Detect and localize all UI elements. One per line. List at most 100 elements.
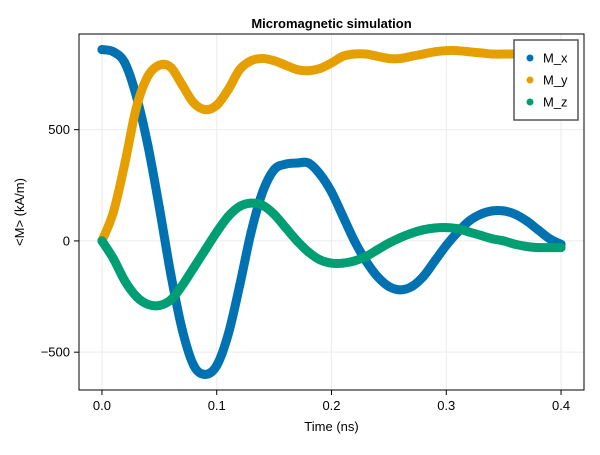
data-point-mx bbox=[166, 269, 176, 279]
data-point-mz bbox=[476, 230, 486, 240]
data-point-my bbox=[384, 53, 394, 63]
data-point-my bbox=[154, 60, 164, 70]
data-point-mz bbox=[292, 236, 302, 246]
data-point-mz bbox=[510, 239, 520, 249]
data-point-my bbox=[430, 47, 440, 57]
data-point-my bbox=[258, 53, 268, 63]
data-point-mx bbox=[315, 169, 325, 179]
data-point-mz bbox=[499, 236, 509, 246]
data-point-my bbox=[453, 46, 463, 56]
data-point-my bbox=[361, 49, 371, 59]
x-tick-label: 0.2 bbox=[322, 398, 340, 413]
data-point-my bbox=[246, 56, 256, 66]
data-point-mz bbox=[545, 243, 555, 253]
legend-box bbox=[513, 39, 579, 121]
y-tick-label: 0 bbox=[63, 233, 70, 248]
data-point-mz bbox=[97, 236, 107, 246]
data-point-my bbox=[487, 49, 497, 59]
data-point-mx bbox=[476, 209, 486, 219]
data-point-mx bbox=[235, 280, 245, 290]
data-point-my bbox=[349, 49, 359, 59]
data-point-my bbox=[108, 207, 118, 217]
data-point-mx bbox=[510, 209, 520, 219]
x-tick-label: 0.3 bbox=[437, 398, 455, 413]
data-point-mz bbox=[154, 300, 164, 310]
data-point-mx bbox=[246, 227, 256, 237]
data-point-mx bbox=[384, 282, 394, 292]
data-point-mz bbox=[108, 254, 118, 264]
data-point-my bbox=[476, 48, 486, 58]
data-point-mz bbox=[269, 209, 279, 219]
data-point-mz bbox=[258, 200, 268, 210]
data-point-mx bbox=[499, 206, 509, 216]
data-point-my bbox=[407, 51, 417, 61]
data-point-my bbox=[499, 49, 509, 59]
data-point-mz bbox=[441, 223, 451, 233]
x-axis-title: Time (ns) bbox=[304, 419, 358, 434]
data-point-mz bbox=[189, 263, 199, 273]
data-point-mz bbox=[453, 224, 463, 234]
data-point-mx bbox=[200, 369, 210, 379]
data-point-my bbox=[315, 63, 325, 73]
data-point-my bbox=[464, 47, 474, 57]
data-point-my bbox=[131, 102, 141, 112]
data-point-mx bbox=[407, 282, 417, 292]
data-point-mz bbox=[120, 276, 130, 286]
data-point-mx bbox=[545, 234, 555, 244]
data-point-mz bbox=[407, 228, 417, 238]
data-point-mz bbox=[556, 243, 566, 253]
data-point-mx bbox=[464, 216, 474, 226]
series-mz bbox=[97, 198, 566, 311]
data-point-mx bbox=[189, 361, 199, 371]
data-point-mz bbox=[177, 280, 187, 290]
data-point-my bbox=[143, 71, 153, 81]
data-point-mx bbox=[223, 329, 233, 339]
data-point-my bbox=[418, 49, 428, 59]
data-point-mz bbox=[304, 247, 314, 257]
data-point-mx bbox=[487, 206, 497, 216]
data-point-mx bbox=[372, 272, 382, 282]
data-point-mz bbox=[464, 227, 474, 237]
data-point-mx bbox=[349, 236, 359, 246]
data-point-mx bbox=[418, 272, 428, 282]
x-tick-label: 0.0 bbox=[93, 398, 111, 413]
y-tick-label: 500 bbox=[48, 122, 70, 137]
data-point-mz bbox=[361, 252, 371, 261]
data-point-mz bbox=[487, 234, 497, 244]
data-point-mx bbox=[292, 158, 302, 168]
data-point-my bbox=[372, 51, 382, 61]
series-mx bbox=[97, 45, 566, 379]
data-point-mx bbox=[177, 325, 187, 335]
data-point-mz bbox=[166, 295, 176, 305]
data-point-my bbox=[327, 58, 336, 68]
data-point-mz bbox=[418, 225, 428, 235]
data-point-my bbox=[441, 46, 451, 56]
data-point-mx bbox=[533, 225, 543, 235]
data-point-mx bbox=[327, 187, 336, 197]
plot-series bbox=[97, 45, 566, 379]
data-point-mz bbox=[327, 258, 336, 268]
legend: M_x M_y M_z bbox=[513, 39, 579, 121]
x-tick-label: 0.4 bbox=[552, 398, 570, 413]
data-point-mx bbox=[269, 165, 279, 175]
data-point-mz bbox=[430, 223, 440, 233]
legend-label-mx: M_x bbox=[543, 51, 568, 66]
data-point-my bbox=[269, 56, 279, 66]
data-point-mx bbox=[108, 47, 118, 57]
data-point-mz bbox=[338, 258, 348, 268]
data-point-my bbox=[223, 85, 233, 95]
data-point-mx bbox=[304, 158, 314, 168]
data-point-mx bbox=[441, 240, 451, 250]
data-point-mx bbox=[430, 256, 440, 266]
legend-marker-my bbox=[526, 76, 534, 84]
data-point-mz bbox=[281, 223, 291, 233]
data-point-mz bbox=[246, 198, 256, 208]
data-point-mz bbox=[223, 211, 233, 221]
tick-labels: 0.0 0.1 0.2 0.3 0.4 −500 0 500 bbox=[41, 122, 570, 413]
data-point-mz bbox=[522, 241, 532, 251]
data-point-my bbox=[120, 158, 130, 168]
data-point-my bbox=[200, 105, 210, 115]
data-point-mz bbox=[533, 243, 543, 253]
data-point-mx bbox=[212, 361, 222, 371]
